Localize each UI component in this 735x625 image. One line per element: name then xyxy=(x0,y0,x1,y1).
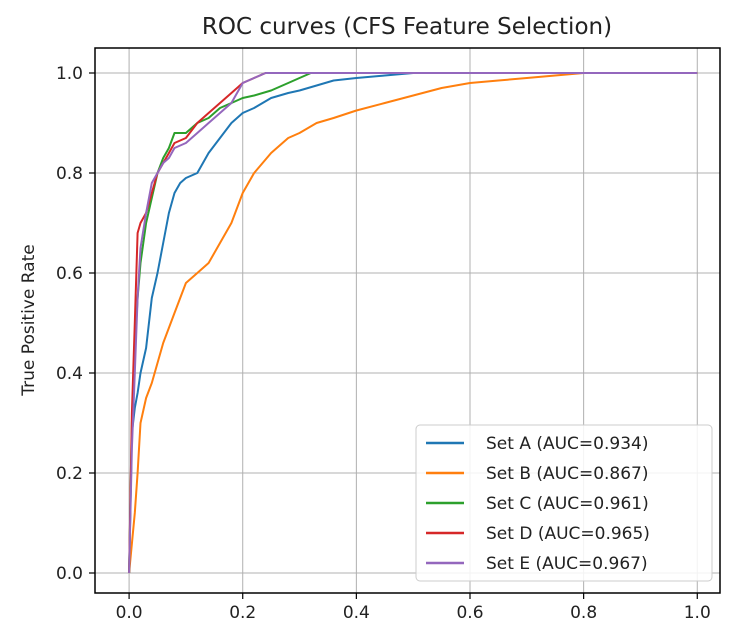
chart-title: ROC curves (CFS Feature Selection) xyxy=(202,14,612,40)
roc-line-set-b xyxy=(128,72,698,574)
x-tick-label: 0.6 xyxy=(456,603,483,623)
y-tick-label: 0.4 xyxy=(56,364,83,384)
roc-line-set-e xyxy=(128,72,698,574)
plot-frame xyxy=(94,47,721,594)
legend-label: Set C (AUC=0.961) xyxy=(486,494,649,514)
legend: Set A (AUC=0.934) Set B (AUC=0.867) Set C … xyxy=(415,424,713,582)
legend-label: Set B (AUC=0.867) xyxy=(486,464,649,484)
y-tick-label: 0.8 xyxy=(56,164,83,184)
x-tick-label: 0.0 xyxy=(116,603,143,623)
legend-label: Set E (AUC=0.967) xyxy=(486,554,648,574)
x-tick-label: 0.8 xyxy=(570,603,597,623)
y-tick-label: 0.6 xyxy=(56,264,83,284)
series-lines xyxy=(128,72,698,574)
y-tick-label: 0.2 xyxy=(56,464,83,484)
y-tick-label: 0.0 xyxy=(56,564,83,584)
ticks: 0.0 0.2 0.4 0.6 0.8 1.0 0.0 0.2 0.4 0.6 0.8 1.0 xyxy=(56,64,711,623)
grid xyxy=(95,48,720,593)
y-tick-label: 1.0 xyxy=(56,64,83,84)
x-tick-label: 0.4 xyxy=(343,603,370,623)
roc-line-set-a xyxy=(128,72,698,574)
legend-label: Set A (AUC=0.934) xyxy=(486,434,648,454)
legend-box xyxy=(415,424,713,582)
legend-label: Set D (AUC=0.965) xyxy=(486,524,650,544)
x-tick-label: 0.2 xyxy=(229,603,256,623)
y-axis-label: True Positive Rate xyxy=(19,244,39,396)
x-tick-label: 1.0 xyxy=(684,603,711,623)
